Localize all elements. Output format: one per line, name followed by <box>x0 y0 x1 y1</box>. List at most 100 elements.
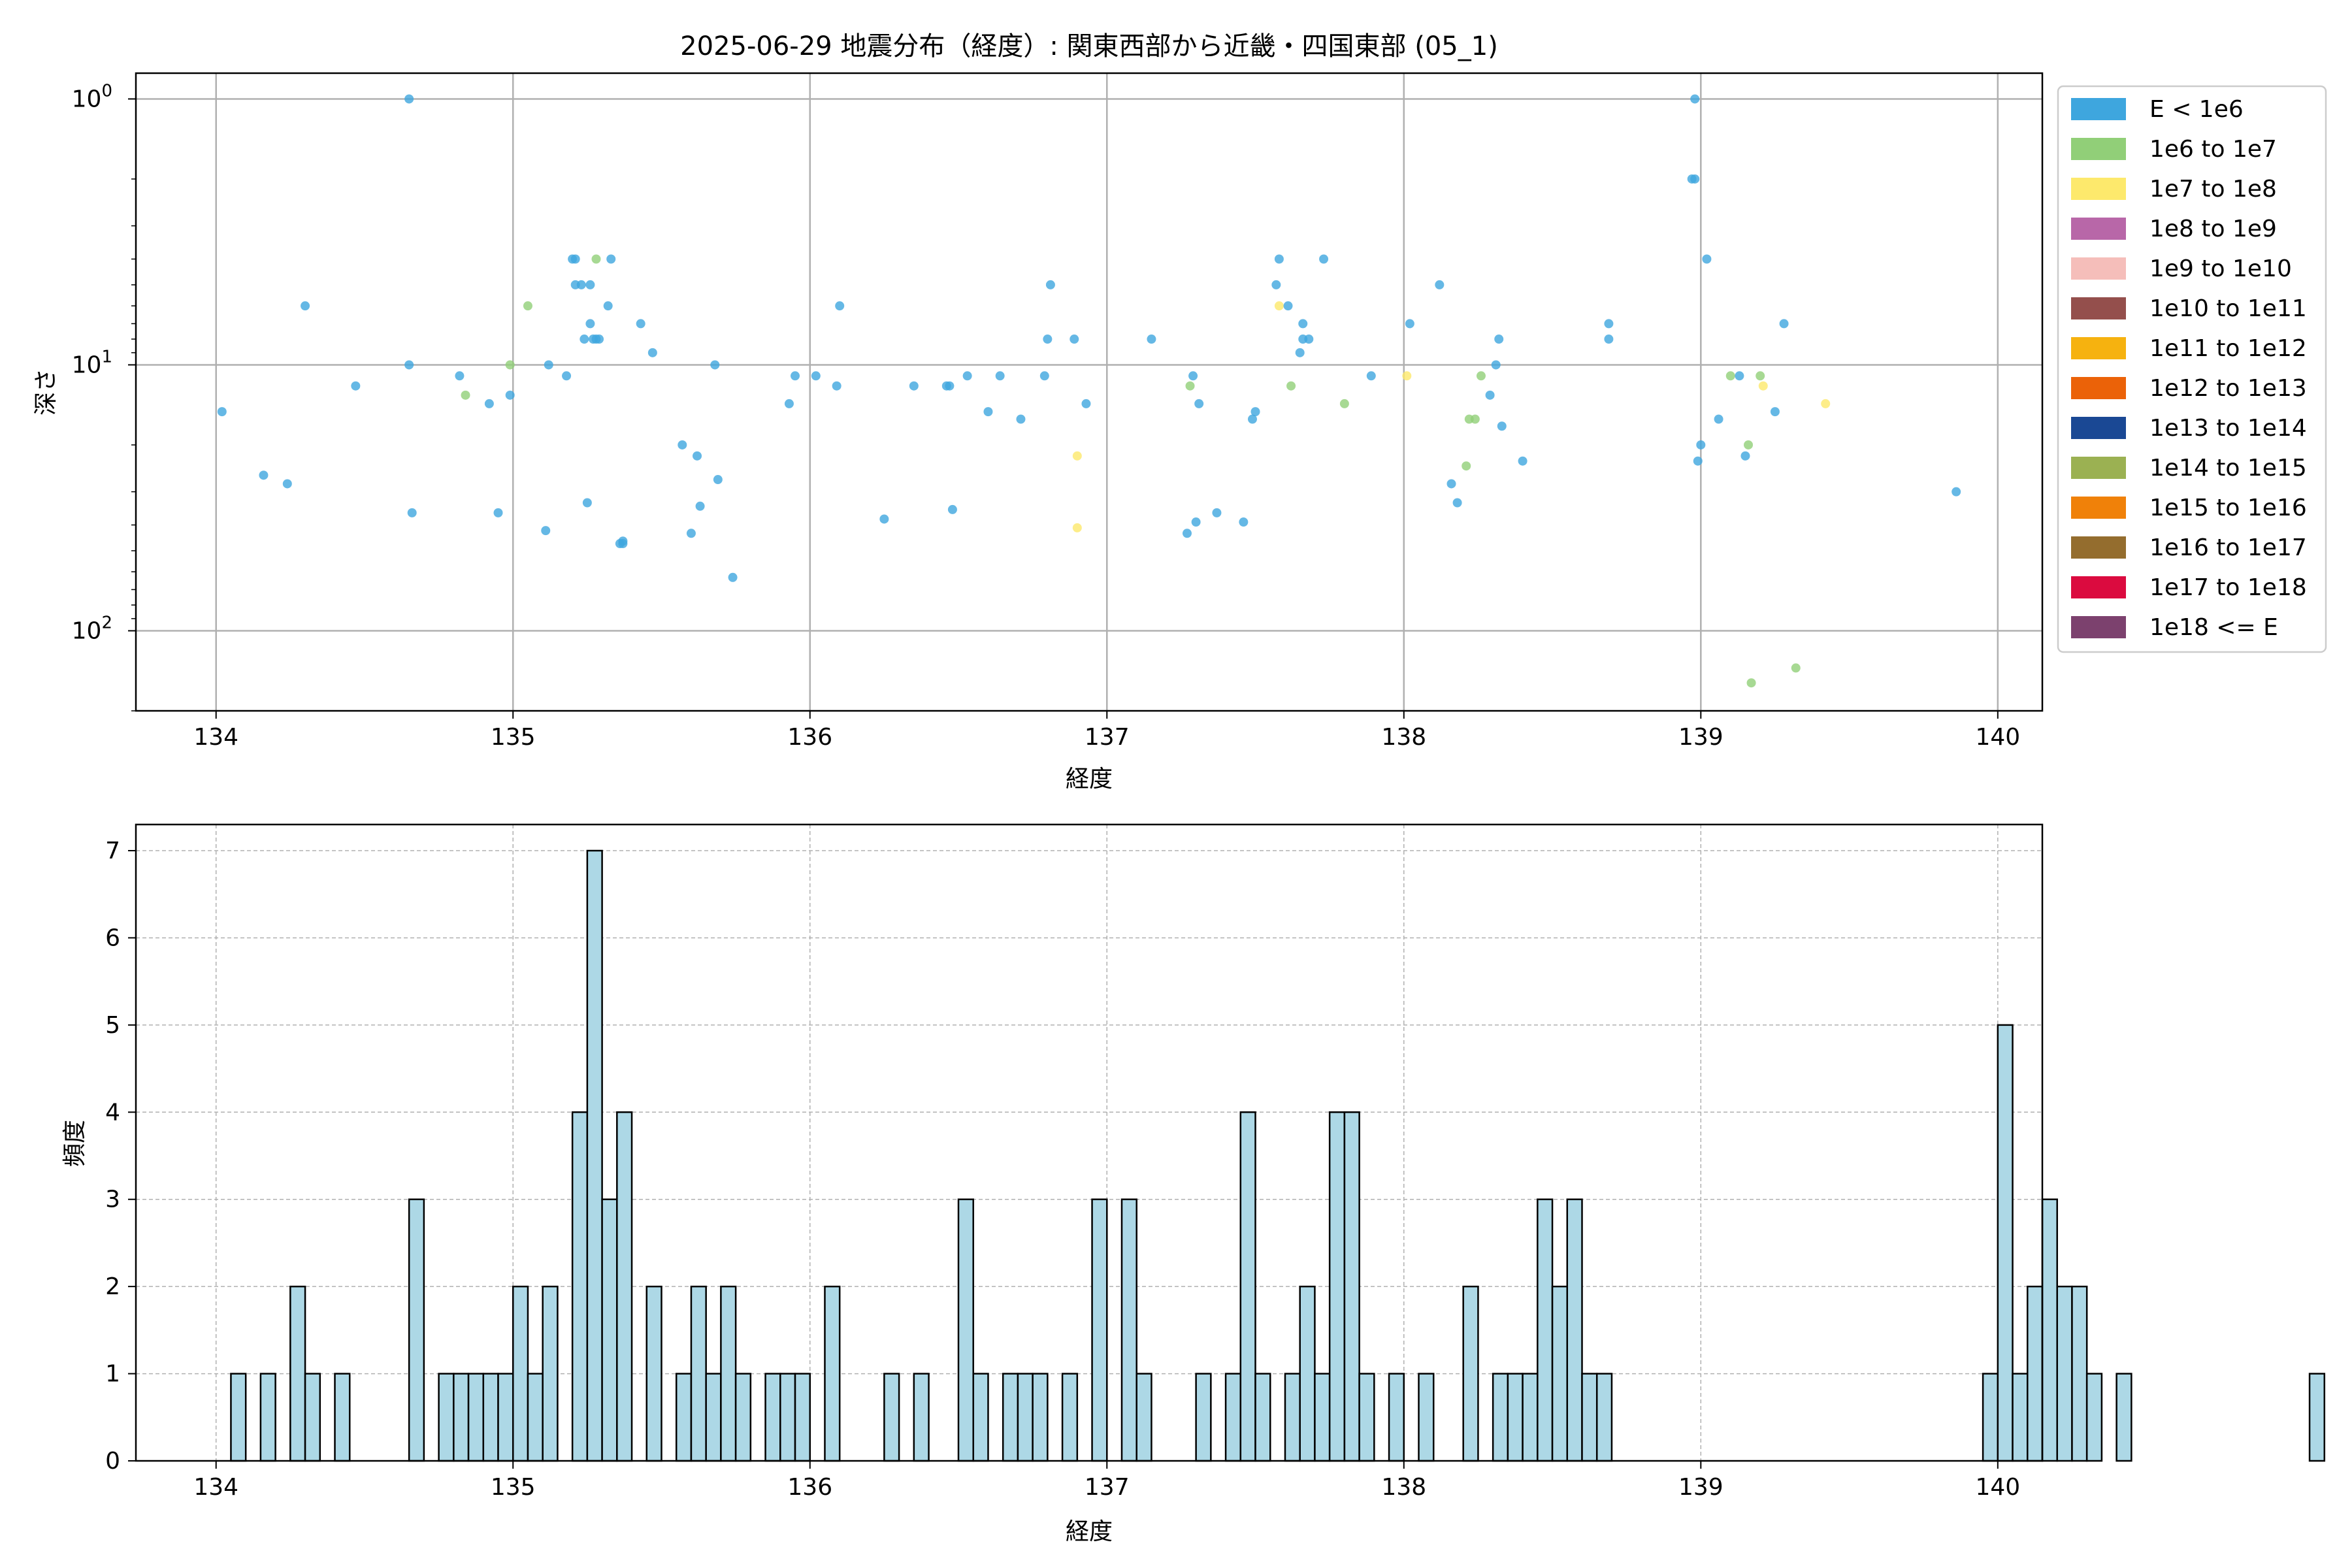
scatter-y-ticks: 100 101 102 <box>72 81 136 711</box>
scatter-point <box>1070 335 1079 344</box>
histogram-bar <box>1195 1373 1212 1462</box>
scatter-point <box>493 508 503 517</box>
scatter-x-ticks: 134 135 136 137 138 139 140 <box>193 711 2020 751</box>
scatter-point <box>1016 414 1026 424</box>
histogram-bar <box>1551 1285 1569 1462</box>
scatter-point <box>1043 335 1053 344</box>
legend-label: 1e16 to 1e17 <box>2149 534 2307 561</box>
legend-label: 1e13 to 1e14 <box>2149 415 2307 442</box>
scatter-point <box>461 390 470 400</box>
scatter-grid <box>136 73 2042 711</box>
histogram-bar <box>1061 1373 1079 1462</box>
histogram-bar <box>675 1373 693 1462</box>
scatter-point <box>259 470 269 480</box>
scatter-x-tick-label: 139 <box>1678 724 1723 751</box>
scatter-point <box>1452 498 1462 508</box>
histogram-x-ticks: 134 135 136 137 138 139 140 <box>193 1461 2020 1501</box>
histogram-bar <box>957 1198 974 1462</box>
legend: E < 1e6 1e6 to 1e7 1e7 to 1e8 1e8 to 1e9 1e9… <box>2057 85 2327 653</box>
histogram-x-tick-label: 137 <box>1085 1474 1130 1501</box>
histogram-panel: 134 135 136 137 138 139 140 0 1 2 3 4 5 6 7 経度 頻度 <box>61 823 2326 1545</box>
scatter-point <box>1319 254 1329 264</box>
scatter-point <box>1250 407 1260 417</box>
histogram-bar <box>438 1373 455 1462</box>
scatter-point <box>1693 456 1703 466</box>
histogram-bar <box>764 1373 781 1462</box>
legend-swatch <box>2071 138 2126 160</box>
scatter-point <box>570 254 580 264</box>
scatter-point <box>606 254 616 264</box>
scatter-point <box>1470 414 1480 424</box>
scatter-point <box>835 301 845 311</box>
scatter-point <box>585 280 595 289</box>
scatter-point <box>1485 390 1495 400</box>
histogram-bar <box>779 1373 796 1462</box>
scatter-point <box>1604 319 1614 329</box>
histogram-bar <box>304 1373 321 1462</box>
histogram-bar <box>734 1373 752 1462</box>
scatter-point <box>1286 381 1296 391</box>
scatter-point <box>811 371 821 381</box>
histogram-y-tick-label: 3 <box>105 1186 120 1213</box>
scatter-x-tick-label: 140 <box>1975 724 2020 751</box>
scatter-point <box>945 381 955 391</box>
scatter-point <box>1339 399 1349 408</box>
scatter-point <box>1283 301 1293 311</box>
histogram-y-tick-label: 2 <box>105 1273 120 1300</box>
scatter-point <box>1435 280 1445 289</box>
scatter-point <box>541 526 551 536</box>
histogram-bar <box>2071 1285 2088 1462</box>
histogram-bar <box>1537 1198 1554 1462</box>
histogram-bar <box>497 1373 514 1462</box>
histogram-y-tick-label: 4 <box>105 1099 120 1126</box>
legend-swatch <box>2071 616 2126 638</box>
histogram-bar <box>2041 1198 2058 1462</box>
chart-title: 2025-06-29 地震分布（経度）: 関東西部から近畿・四国東部 (05_1… <box>680 31 1498 61</box>
histogram-bar <box>1343 1111 1360 1462</box>
scatter-point <box>217 407 227 417</box>
scatter-point <box>1779 319 1789 329</box>
scatter-point <box>1494 335 1504 344</box>
scatter-points <box>217 94 1961 688</box>
scatter-point <box>301 301 310 311</box>
histogram-bar <box>408 1198 425 1462</box>
histogram-y-ticks: 0 1 2 3 4 5 6 7 <box>105 838 136 1475</box>
scatter-point <box>947 504 957 514</box>
scatter-point <box>1274 254 1284 264</box>
scatter-point <box>784 399 794 408</box>
legend-swatch <box>2071 257 2126 280</box>
histogram-bar <box>467 1373 485 1462</box>
histogram-bar <box>2027 1285 2044 1462</box>
scatter-point <box>1821 399 1831 408</box>
histogram-bar <box>913 1373 930 1462</box>
histogram-y-tick-label: 1 <box>105 1361 120 1388</box>
scatter-point <box>585 319 595 329</box>
histogram-bar <box>616 1111 633 1462</box>
histogram-x-tick-label: 136 <box>787 1474 832 1501</box>
histogram-bar <box>883 1373 900 1462</box>
scatter-point <box>1735 371 1744 381</box>
scatter-point <box>647 348 657 357</box>
scatter-x-axis-label: 経度 <box>1066 766 1113 792</box>
scatter-point <box>1212 508 1222 517</box>
scatter-point <box>582 498 592 508</box>
scatter-point <box>909 381 919 391</box>
scatter-point <box>1147 335 1156 344</box>
legend-swatch <box>2071 417 2126 439</box>
scatter-point <box>1271 280 1281 289</box>
scatter-point <box>1239 517 1249 527</box>
legend-label: 1e17 to 1e18 <box>2149 574 2307 601</box>
histogram-bar <box>1224 1373 1242 1462</box>
histogram-bar <box>1254 1373 1271 1462</box>
scatter-point <box>693 451 702 461</box>
scatter-point <box>1497 421 1507 431</box>
scatter-point <box>1702 254 1712 264</box>
histogram-bar <box>259 1373 276 1462</box>
histogram-bar <box>1566 1198 1583 1462</box>
scatter-point <box>282 479 292 489</box>
histogram-bar <box>645 1285 662 1462</box>
legend-swatch <box>2071 98 2126 120</box>
scatter-y-axis-label: 深さ <box>33 368 59 416</box>
scatter-point <box>1756 371 1765 381</box>
